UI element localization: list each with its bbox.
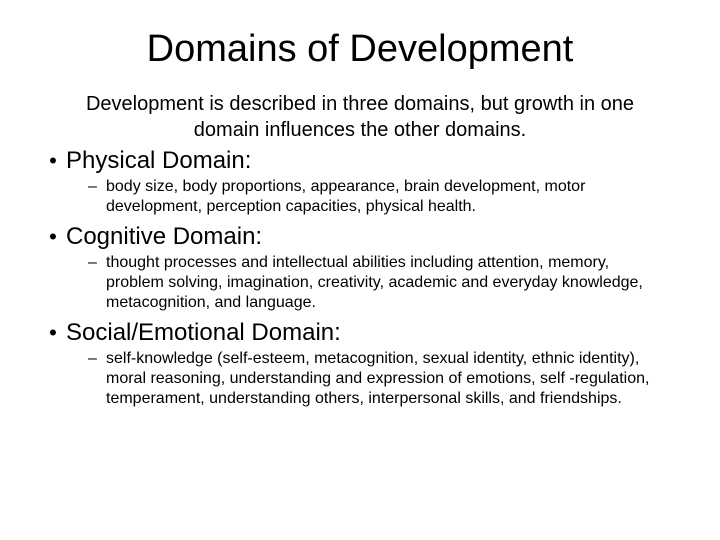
domain-detail-row: – thought processes and intellectual abi… [40,253,680,313]
domain-detail-row: – self-knowledge (self-esteem, metacogni… [40,349,680,409]
bullet-icon: • [40,224,66,250]
domain-list: • Physical Domain: – body size, body pro… [40,147,680,409]
domain-heading-row: • Social/Emotional Domain: [40,319,680,347]
domain-heading: Physical Domain: [66,147,251,175]
dash-icon: – [88,178,106,196]
domain-heading: Social/Emotional Domain: [66,319,341,347]
domain-heading-row: • Cognitive Domain: [40,223,680,251]
domain-detail-row: – body size, body proportions, appearanc… [40,177,680,217]
dash-icon: – [88,254,106,272]
bullet-icon: • [40,148,66,174]
domain-item: • Physical Domain: – body size, body pro… [40,147,680,217]
domain-sublist: – body size, body proportions, appearanc… [40,177,680,217]
dash-icon: – [88,350,106,368]
domain-item: • Social/Emotional Domain: – self-knowle… [40,319,680,409]
domain-heading-row: • Physical Domain: [40,147,680,175]
domain-detail: thought processes and intellectual abili… [106,253,680,313]
domain-detail: self-knowledge (self-esteem, metacogniti… [106,349,680,409]
slide-title: Domains of Development [40,28,680,71]
domain-heading: Cognitive Domain: [66,223,262,251]
domain-detail: body size, body proportions, appearance,… [106,177,680,217]
bullet-icon: • [40,320,66,346]
domain-sublist: – thought processes and intellectual abi… [40,253,680,313]
domain-item: • Cognitive Domain: – thought processes … [40,223,680,313]
domain-sublist: – self-knowledge (self-esteem, metacogni… [40,349,680,409]
slide-subtitle: Development is described in three domain… [40,91,680,143]
